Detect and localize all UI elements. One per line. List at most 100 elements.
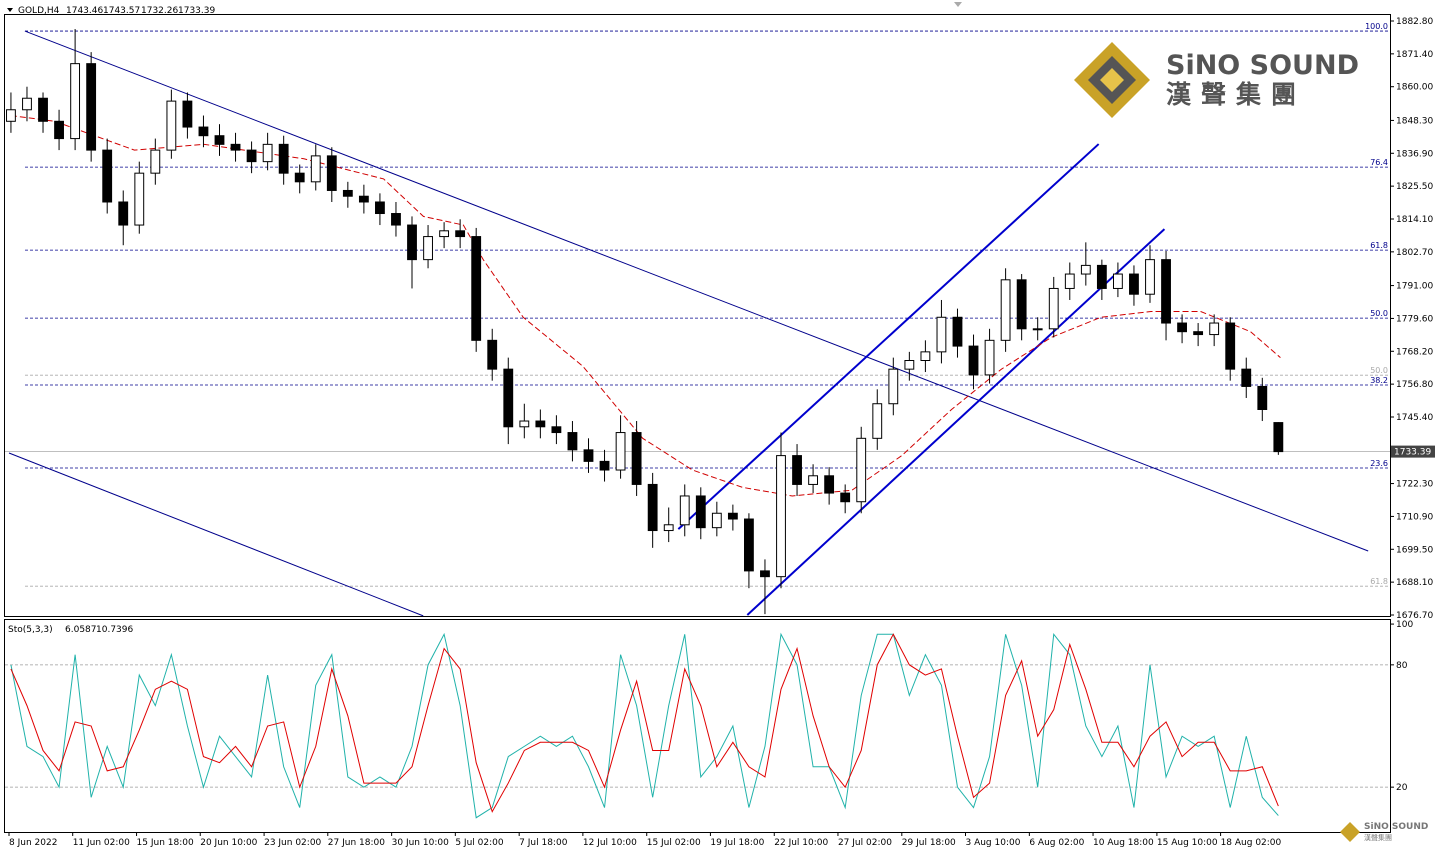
watermark: SiNO SOUND 漢聲集團: [1340, 822, 1428, 842]
candle-body: [760, 570, 770, 578]
trendline: [677, 143, 1100, 530]
candle-body: [102, 149, 113, 203]
x-tick-label: 18 Aug 02:00: [1221, 838, 1282, 848]
candle-body: [647, 483, 658, 532]
x-tick-label: 5 Jul 02:00: [455, 838, 504, 848]
candle-body: [198, 126, 209, 137]
x-tick-label: 22 Jul 10:00: [774, 838, 828, 848]
candle-body: [615, 432, 626, 471]
candle-body: [888, 368, 899, 405]
header-arrow: [7, 8, 13, 12]
y-tick-label: 1688.10: [1396, 578, 1433, 588]
logo-chinese: 漢聲集團: [1166, 80, 1306, 109]
candle-body: [166, 100, 177, 151]
x-tick-label: 27 Jun 18:00: [328, 838, 385, 848]
scroll-marker: [954, 2, 962, 7]
candle-body: [38, 97, 48, 122]
candle-body: [423, 236, 433, 261]
price-label: 1733.39: [1394, 448, 1431, 458]
candle-body: [358, 195, 369, 203]
candle-body: [936, 316, 947, 353]
stoch-title: Sto(5,3,3): [8, 625, 53, 635]
ohlc-high: 1743.57: [103, 6, 140, 16]
candle-body: [1273, 422, 1284, 453]
main-panel: [4, 14, 1391, 617]
x-tick-label: 6 Aug 02:00: [1029, 838, 1084, 848]
fibo-label: 23.6: [1370, 459, 1388, 468]
candle-body: [262, 143, 273, 163]
candle-body: [1016, 279, 1027, 330]
candle-body: [503, 368, 514, 428]
stoch-main-value: 6.0587: [65, 625, 97, 635]
logo-name: SiNO SOUND: [1166, 50, 1359, 81]
y-tick-label: 1791.00: [1396, 282, 1433, 292]
candle-body: [1225, 322, 1236, 370]
y-tick-label: 1871.40: [1396, 50, 1433, 60]
candle-body: [872, 403, 883, 439]
stoch-panel: [4, 619, 1391, 833]
x-tick-label: 15 Jun 18:00: [137, 838, 194, 848]
fibo-label: 50.0: [1370, 366, 1388, 375]
candle-body: [342, 189, 353, 197]
candle-body: [70, 63, 81, 140]
x-tick-label: 19 Jul 18:00: [710, 838, 764, 848]
candle-body: [1112, 273, 1123, 289]
candle-body: [230, 143, 241, 151]
candle-body: [407, 224, 417, 261]
x-tick-label: 3 Aug 10:00: [965, 838, 1020, 848]
candle-body: [968, 345, 979, 376]
y-tick-label: 1860.00: [1396, 83, 1433, 93]
candle-body: [1080, 264, 1091, 275]
candle-body: [54, 120, 64, 140]
candle-body: [278, 143, 289, 174]
candle-body: [695, 495, 706, 529]
y-tick-label: 1745.40: [1396, 413, 1433, 423]
candle-body: [439, 230, 450, 238]
candle-body: [150, 149, 161, 174]
candle-body: [1064, 273, 1075, 289]
candle-body: [519, 420, 530, 428]
candle-body: [391, 213, 401, 226]
candle-body: [134, 172, 145, 226]
candle-body: [984, 339, 995, 376]
y-tick-label: 1699.50: [1396, 545, 1433, 555]
candle-body: [776, 455, 786, 578]
trendline: [8, 452, 424, 617]
candle-body: [727, 512, 738, 520]
x-tick-label: 12 Jul 10:00: [583, 838, 637, 848]
x-tick-label: 15 Jul 02:00: [647, 838, 701, 848]
candle-body: [182, 100, 193, 128]
candle-body: [118, 201, 129, 226]
candle-body: [214, 135, 225, 145]
candle-body: [455, 230, 466, 238]
fibo-label: 100.0: [1365, 22, 1388, 31]
candle-body: [711, 512, 722, 529]
logo: SiNO SOUND 漢聲集團: [1074, 42, 1359, 118]
fibo-label: 61.8: [1370, 241, 1388, 250]
candle-body: [551, 426, 562, 434]
price-box: [1391, 445, 1435, 458]
watermark-diamond: [1340, 822, 1360, 842]
candle-body: [1032, 328, 1043, 331]
candle-body: [824, 475, 835, 494]
x-tick-label: 30 Jun 10:00: [392, 838, 449, 848]
candle-body: [792, 455, 802, 485]
y-tick-label: 1710.90: [1396, 512, 1433, 522]
candle-body: [1048, 287, 1059, 330]
fibo-label: 61.8: [1370, 577, 1388, 586]
y-tick-label: 1768.20: [1396, 347, 1433, 357]
y-tick-label: 1814.10: [1396, 215, 1433, 225]
watermark-name: SiNO SOUND: [1364, 822, 1428, 832]
candle-body: [326, 155, 337, 191]
x-tick-label: 11 Jun 02:00: [73, 838, 130, 848]
stoch-line: [10, 632, 1279, 819]
moving-average: [10, 115, 1281, 497]
stoch-tick-label: 20: [1396, 783, 1408, 793]
symbol: GOLD,H4: [18, 6, 60, 16]
trendline: [746, 228, 1166, 616]
candle-body: [1096, 264, 1107, 289]
ohlc-low: 1732.26: [141, 6, 178, 16]
y-tick-label: 1779.60: [1396, 314, 1433, 324]
